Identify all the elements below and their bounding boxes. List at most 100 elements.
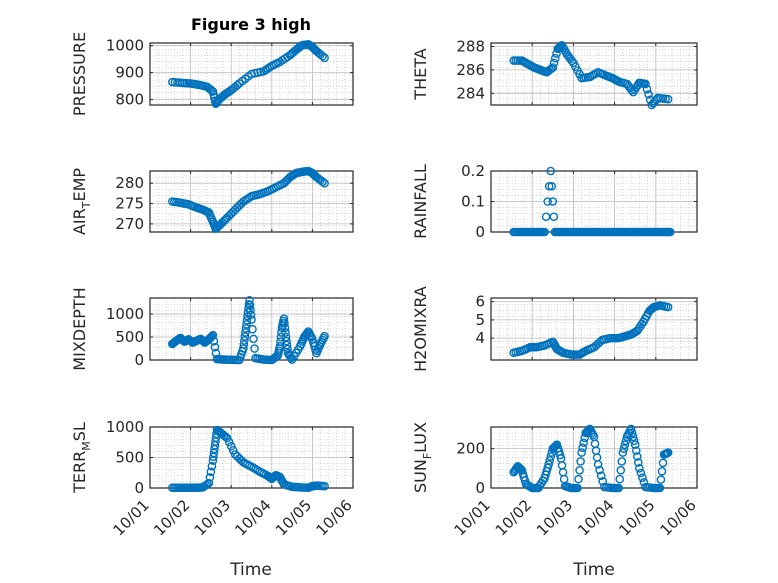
data-point	[631, 446, 641, 455]
y-tick-label: 0	[134, 479, 144, 497]
data-point	[276, 332, 286, 342]
data-point	[559, 474, 569, 484]
data-point	[276, 337, 285, 346]
y-tick-label: 0.2	[461, 162, 485, 180]
data-point	[596, 471, 606, 481]
data-point	[555, 450, 565, 460]
data-point	[207, 331, 217, 341]
data-point	[242, 316, 252, 325]
y-tick-label: 500	[115, 449, 144, 467]
data-point	[226, 209, 236, 218]
data-point	[206, 467, 216, 477]
data-point	[242, 320, 251, 329]
data-point	[249, 334, 258, 344]
data-point	[644, 90, 653, 99]
data-point	[241, 328, 250, 337]
subplot-8: 0 200 SUNFLUX 10/0110/0210/0310/0410/0510/0…	[411, 422, 700, 539]
data-point	[593, 339, 603, 348]
data-point	[212, 223, 222, 232]
data-point	[273, 58, 283, 68]
data-point	[547, 181, 557, 191]
data-point	[654, 483, 663, 493]
data-point	[620, 440, 630, 450]
data-point	[555, 227, 564, 237]
axes-box	[149, 42, 354, 106]
data-point	[514, 463, 524, 472]
data-point	[630, 440, 640, 450]
data-point	[627, 428, 637, 438]
y-axis-label: TERRMSL	[70, 422, 93, 494]
data-point	[263, 64, 273, 73]
data-point	[662, 448, 672, 458]
y-tick-label: 280	[115, 174, 144, 192]
data-point	[283, 344, 292, 354]
data-point	[549, 212, 559, 222]
data-point	[247, 315, 256, 324]
x-tick-label: 10/01	[451, 496, 494, 539]
axes-box	[149, 297, 354, 361]
data-point	[174, 483, 183, 492]
data-point	[209, 448, 219, 458]
data-point	[618, 448, 628, 457]
data-point	[578, 443, 587, 452]
data-point	[629, 227, 638, 237]
x-axis-label-right: Time	[572, 560, 615, 580]
data-point	[657, 466, 667, 476]
data-point	[282, 340, 292, 350]
data-point	[516, 465, 526, 474]
data-point	[571, 483, 581, 493]
data-point	[658, 458, 668, 468]
subplot-3: 270 275 280 AIRTEMP	[70, 166, 354, 235]
x-tick-label: 10/02	[150, 496, 193, 539]
data-point	[636, 321, 645, 331]
y-tick-label: 1000	[106, 418, 144, 436]
data-point	[636, 468, 646, 478]
data-point	[316, 50, 325, 59]
data-point	[619, 444, 629, 453]
data-point	[546, 166, 556, 176]
axes-box	[490, 297, 698, 361]
data-point	[248, 324, 257, 334]
y-tick-label: 0	[134, 351, 144, 369]
y-tick-label: 1000	[106, 37, 144, 55]
data-point	[642, 84, 652, 94]
x-tick-label: 10/06	[657, 496, 700, 539]
data-point	[660, 227, 669, 237]
subplot-7: 0 500 1000 TERRMSL 10/0110/0210/0310/0410/05…	[70, 418, 356, 539]
data-point	[625, 83, 635, 93]
data-point	[615, 474, 625, 484]
data-point	[566, 54, 575, 64]
data-point	[293, 482, 303, 492]
data-point	[219, 431, 229, 440]
data-point	[307, 333, 316, 342]
data-point	[280, 318, 289, 328]
x-tick-label: 10/04	[231, 496, 274, 539]
data-point	[184, 79, 193, 88]
data-point	[561, 227, 570, 237]
x-tick-label: 10/04	[574, 496, 617, 539]
data-point	[250, 344, 259, 353]
data-point	[604, 334, 613, 343]
axes-box	[149, 170, 354, 233]
subplot-6: 456 H2OMIXRA	[411, 286, 698, 372]
data-point	[545, 456, 555, 465]
data-point	[530, 342, 540, 352]
x-axis-label-left: Time	[229, 560, 272, 580]
data-point	[532, 227, 542, 237]
data-point	[526, 227, 535, 237]
data-point	[207, 461, 217, 471]
y-tick-label: 0	[475, 479, 485, 497]
y-tick-label: 500	[115, 328, 144, 346]
data-point	[627, 85, 636, 95]
data-point	[319, 333, 328, 343]
x-tick-label: 10/01	[110, 496, 153, 539]
data-point	[240, 336, 249, 345]
data-point	[565, 483, 575, 492]
data-point	[656, 475, 666, 484]
data-point	[228, 446, 238, 455]
x-tick-label: 10/02	[492, 496, 535, 539]
data-point	[201, 480, 211, 490]
x-tick-label: 10/05	[615, 496, 658, 539]
data-point	[235, 454, 244, 463]
x-tick-label: 10/05	[272, 496, 315, 539]
